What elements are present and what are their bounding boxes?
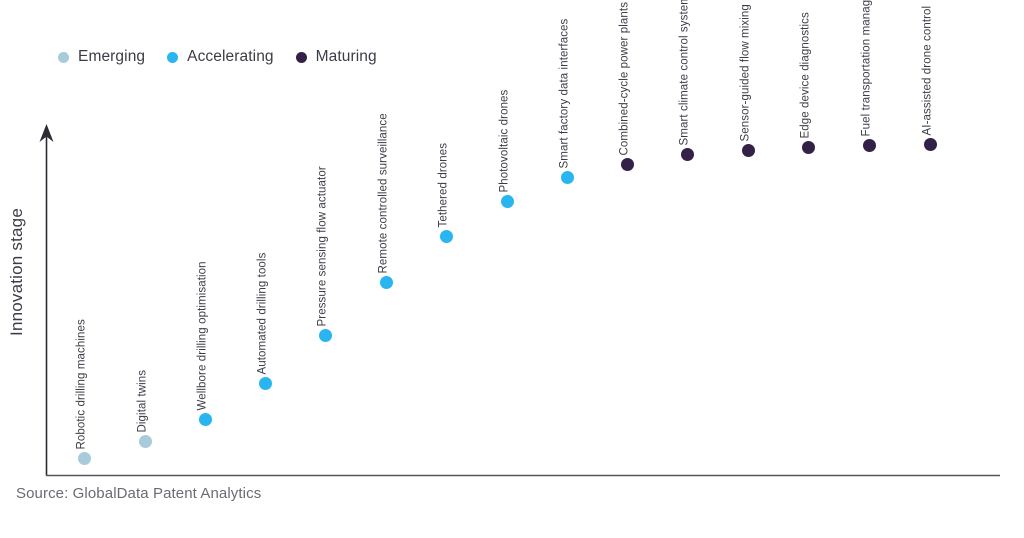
data-point-label: Pressure sensing flow actuator — [316, 165, 329, 326]
legend-item-label: Accelerating — [187, 48, 274, 65]
data-point-label: Digital twins — [136, 369, 149, 432]
data-point-label: Remote controlled surveillance — [377, 112, 390, 273]
legend-swatch-icon — [295, 51, 307, 63]
data-point-label: Smart factory data interfaces — [558, 18, 571, 168]
data-point-marker[interactable] — [198, 412, 212, 426]
data-point-marker[interactable] — [138, 434, 152, 448]
data-point-marker[interactable] — [801, 140, 815, 154]
data-point-label: AI-assisted drone control — [921, 5, 934, 135]
data-point-label: Wellbore drilling optimisation — [196, 260, 209, 410]
data-point-marker[interactable] — [77, 451, 91, 465]
legend-item-emerging[interactable]: Emerging — [58, 48, 145, 66]
data-point-marker[interactable] — [923, 137, 937, 151]
data-point-marker[interactable] — [318, 328, 332, 342]
legend-item-label: Maturing — [315, 48, 377, 65]
data-point-marker[interactable] — [620, 157, 634, 171]
data-point-label: Tethered drones — [437, 142, 450, 227]
data-point-marker[interactable] — [258, 376, 272, 390]
legend-item-label: Emerging — [78, 48, 146, 65]
data-point-label: Fuel transportation management systems — [860, 0, 873, 136]
y-axis-title: Innovation stage — [0, 0, 30, 538]
data-point-marker[interactable] — [379, 275, 393, 289]
data-point-marker[interactable] — [741, 143, 755, 157]
data-point-marker[interactable] — [439, 229, 453, 243]
data-point-label: Photovoltaic drones — [498, 89, 511, 192]
source-note: Source: GlobalData Patent Analytics — [16, 485, 262, 502]
data-point-marker[interactable] — [560, 170, 574, 184]
legend-item-accelerating[interactable]: Accelerating — [167, 48, 274, 66]
y-axis-title-label: Innovation stage — [7, 208, 26, 336]
data-point-label: Edge device diagnostics — [799, 11, 812, 138]
data-point-marker[interactable] — [862, 138, 876, 152]
data-point-label: Smart climate control systems — [678, 0, 691, 145]
data-point-marker[interactable] — [680, 147, 694, 161]
data-point-marker[interactable] — [500, 194, 514, 208]
data-point-label: Robotic drilling machines — [75, 318, 88, 449]
legend-item-maturing[interactable]: Maturing — [295, 48, 377, 66]
legend-swatch-icon — [167, 51, 179, 63]
data-point-label: Automated drilling tools — [256, 252, 269, 374]
legend-swatch-icon — [58, 51, 69, 63]
data-point-label: Sensor-guided flow mixing — [739, 3, 752, 141]
data-point-label: Combined-cycle power plants — [618, 1, 631, 155]
up-arrow-icon — [39, 124, 54, 142]
chart-legend: Emerging Accelerating Maturing — [58, 45, 399, 69]
